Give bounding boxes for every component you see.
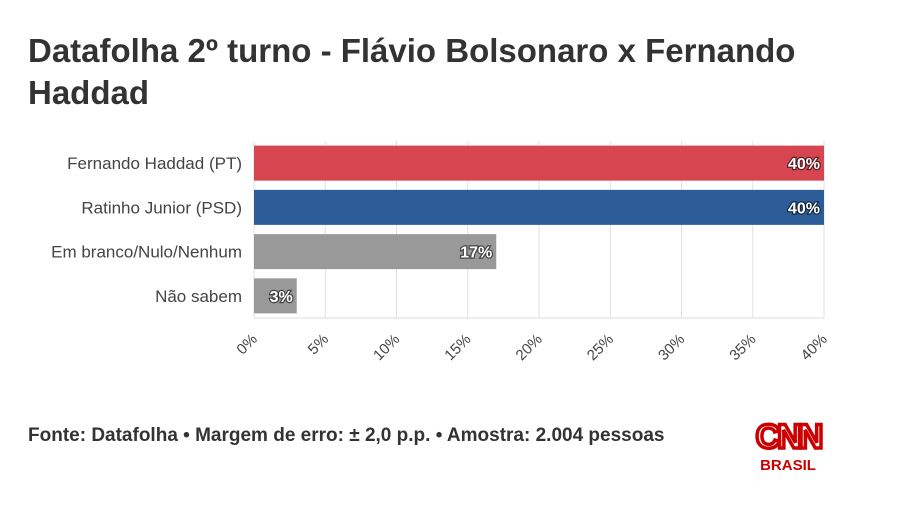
x-tick-labels: 0% 5% 10% 15% 20% 25% 30% 35% 40%: [233, 331, 830, 364]
x-tick-label: 20%: [513, 331, 546, 364]
data-label: 17%: [460, 245, 492, 262]
x-tick-label: 25%: [584, 331, 617, 364]
category-label: Não sabem: [155, 287, 242, 306]
cnn-brasil-logo: CNN BRASIL: [754, 416, 827, 474]
bar: [254, 145, 824, 181]
x-tick-label: 10%: [370, 331, 403, 364]
chart-title: Datafolha 2º turno - Flávio Bolsonaro x …: [28, 32, 796, 111]
bar: [254, 234, 497, 270]
category-label: Ratinho Junior (PSD): [81, 198, 242, 217]
data-label: 40%: [788, 156, 820, 173]
bar-chart: Fernando Haddad (PT) Ratinho Junior (PSD)…: [51, 141, 831, 364]
x-tick-label: 35%: [726, 331, 759, 364]
x-tick-label: 15%: [441, 331, 474, 364]
brasil-logo-text: BRASIL: [760, 457, 816, 474]
bar: [254, 278, 297, 314]
x-tick-label: 0%: [233, 331, 260, 358]
data-labels: 40% 40% 17% 3%: [268, 155, 821, 307]
source-note: Fonte: Datafolha • Margem de erro: ± 2,0…: [28, 425, 665, 446]
category-label: Em branco/Nulo/Nenhum: [51, 243, 242, 262]
bar: [254, 189, 824, 225]
cnn-logo-text: CNN: [756, 418, 822, 456]
x-tick-label: 40%: [798, 331, 831, 364]
data-label: 3%: [270, 289, 293, 306]
data-label: 40%: [788, 200, 820, 217]
x-tick-label: 5%: [305, 331, 332, 358]
category-labels: Fernando Haddad (PT) Ratinho Junior (PSD)…: [51, 154, 242, 306]
bars: [254, 145, 824, 314]
category-label: Fernando Haddad (PT): [67, 154, 242, 173]
x-tick-label: 30%: [655, 331, 688, 364]
